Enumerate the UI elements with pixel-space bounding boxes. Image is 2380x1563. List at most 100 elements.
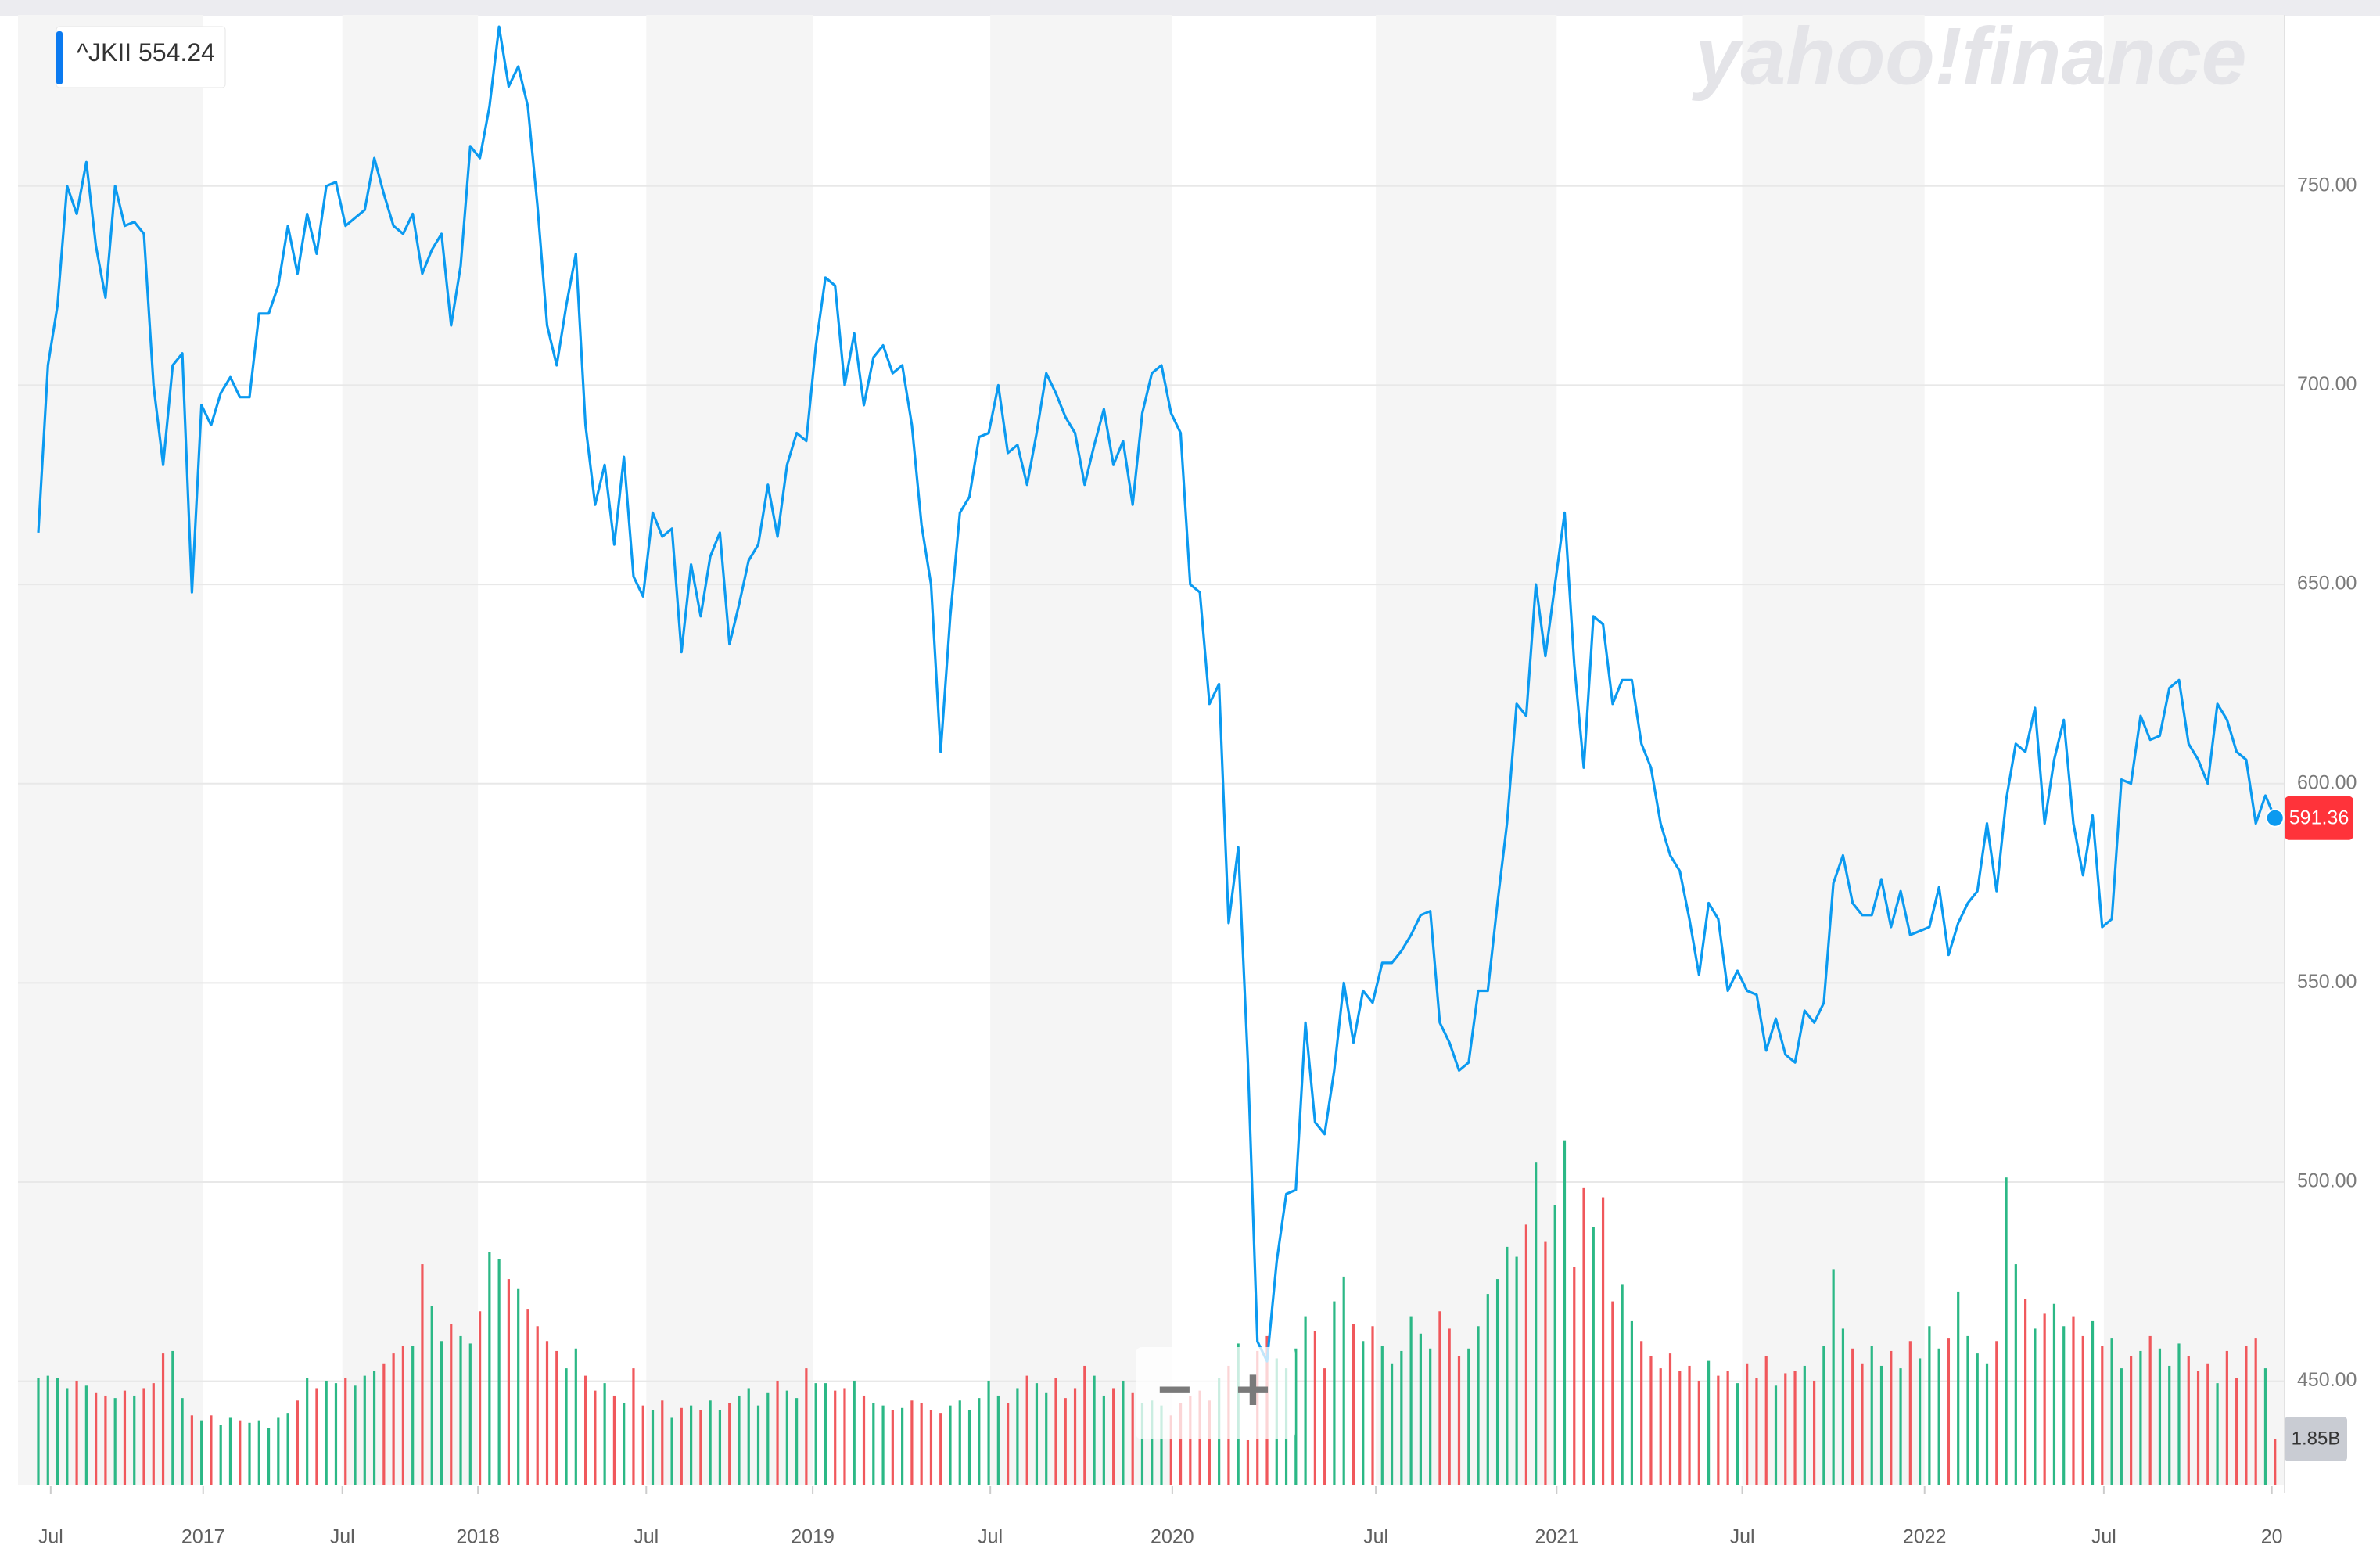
volume-tag <box>2285 1417 2347 1461</box>
volume-bar <box>257 1420 260 1485</box>
volume-bar <box>325 1380 328 1485</box>
volume-bar <box>824 1383 827 1485</box>
volume-bar <box>1467 1348 1470 1485</box>
volume-bar <box>2120 1368 2123 1485</box>
volume-bar <box>670 1417 673 1485</box>
volume-bar <box>738 1395 741 1485</box>
volume-bar <box>1304 1316 1307 1485</box>
volume-bar <box>267 1428 271 1485</box>
volume-bar <box>689 1405 693 1485</box>
watermark: yahoo!finance <box>1692 11 2247 102</box>
volume-bar <box>1016 1388 1019 1485</box>
volume-bar <box>756 1405 760 1485</box>
volume-bar <box>411 1346 415 1485</box>
volume-bar <box>1362 1341 1365 1485</box>
zoom-out[interactable]: − <box>1158 1356 1192 1423</box>
volume-bar <box>372 1371 376 1485</box>
volume-bar <box>1764 1356 1768 1485</box>
volume-bar <box>1985 1363 1989 1485</box>
volume-bar <box>1861 1363 1864 1485</box>
y-tick-label: 500.00 <box>2297 1170 2357 1192</box>
volume-bar <box>2148 1335 2152 1485</box>
volume-bar <box>1342 1276 1345 1485</box>
volume-bar <box>1879 1365 1883 1485</box>
volume-bar <box>1313 1331 1316 1485</box>
volume-bar <box>1007 1403 1010 1485</box>
legend: ^JKII 554.24 <box>56 26 226 88</box>
band <box>342 15 479 1485</box>
volume-bar <box>123 1390 127 1485</box>
volume-bar <box>113 1398 117 1485</box>
volume-bar <box>161 1353 165 1485</box>
volume-bar <box>1515 1256 1518 1485</box>
volume-bar <box>1151 1400 1154 1485</box>
volume-bar <box>2187 1356 2190 1485</box>
volume-bar <box>421 1264 424 1485</box>
volume-bar <box>728 1403 731 1485</box>
legend-name: ^JKII <box>77 38 131 66</box>
volume-bar <box>2177 1343 2181 1485</box>
volume-bar <box>171 1350 174 1485</box>
volume-bar <box>1045 1392 1048 1485</box>
volume-bar <box>2216 1383 2219 1485</box>
volume-bar <box>1573 1267 1576 1485</box>
volume-bar <box>344 1378 347 1485</box>
volume-bar <box>2225 1350 2228 1485</box>
volume-bar <box>1803 1365 1806 1485</box>
y-tick-label: 750.00 <box>2297 174 2357 196</box>
volume-bar <box>1390 1363 1394 1485</box>
volume-bar <box>2072 1316 2075 1485</box>
volume-bar <box>382 1363 386 1485</box>
volume-bar <box>2024 1299 2027 1485</box>
volume-bar <box>1630 1320 1634 1485</box>
volume-bar <box>641 1405 644 1485</box>
x-tick-label: 2020 <box>1151 1526 1194 1548</box>
zoom-box <box>1136 1347 1295 1439</box>
volume-bar <box>1333 1301 1336 1485</box>
zoom-in[interactable]: + <box>1236 1356 1270 1423</box>
price-tag-label: 591.36 <box>2289 807 2349 828</box>
volume-bar <box>1707 1360 1711 1485</box>
volume-bar <box>277 1417 280 1485</box>
volume-bar <box>910 1400 914 1485</box>
x-tick-label: 2021 <box>1535 1526 1578 1548</box>
volume-bar <box>1928 1326 1931 1485</box>
band <box>2103 15 2285 1485</box>
volume-bar <box>104 1395 107 1485</box>
volume-bar <box>709 1400 712 1485</box>
volume-bar <box>1438 1311 1441 1485</box>
volume-bar <box>1122 1380 1125 1485</box>
volume-bar <box>1400 1350 1403 1485</box>
volume-bar <box>1457 1356 1461 1485</box>
volume-bar <box>2101 1346 2104 1485</box>
volume-bar <box>248 1422 251 1485</box>
band <box>646 15 813 1485</box>
y-tick-label: 450.00 <box>2297 1369 2357 1391</box>
volume-bar <box>66 1388 69 1485</box>
volume-bar <box>1054 1378 1057 1485</box>
volume-bar <box>747 1388 750 1485</box>
volume-bar <box>2130 1356 2133 1485</box>
volume-bar <box>718 1410 722 1485</box>
price-line <box>37 25 2277 1363</box>
volume-bar <box>1592 1227 1595 1485</box>
volume-bar <box>1774 1385 1778 1485</box>
volume-bar <box>1966 1335 1969 1485</box>
volume-bar <box>1995 1341 1998 1485</box>
volume-bar <box>1976 1353 1979 1485</box>
volume-bar <box>2139 1350 2142 1485</box>
volume-bar <box>1323 1368 1326 1485</box>
volume-bar <box>2062 1326 2066 1485</box>
volume-bar <box>133 1395 136 1485</box>
volume-bar <box>1208 1400 1211 1485</box>
volume-bar <box>1083 1365 1086 1485</box>
volume-bar <box>526 1309 529 1485</box>
volume-bar <box>1179 1403 1183 1485</box>
x-tick-label: 2019 <box>791 1526 835 1548</box>
y-tick-label: 650.00 <box>2297 573 2357 595</box>
top-strip <box>0 0 2380 16</box>
volume-bar <box>363 1375 366 1485</box>
volume-bar <box>239 1420 242 1485</box>
